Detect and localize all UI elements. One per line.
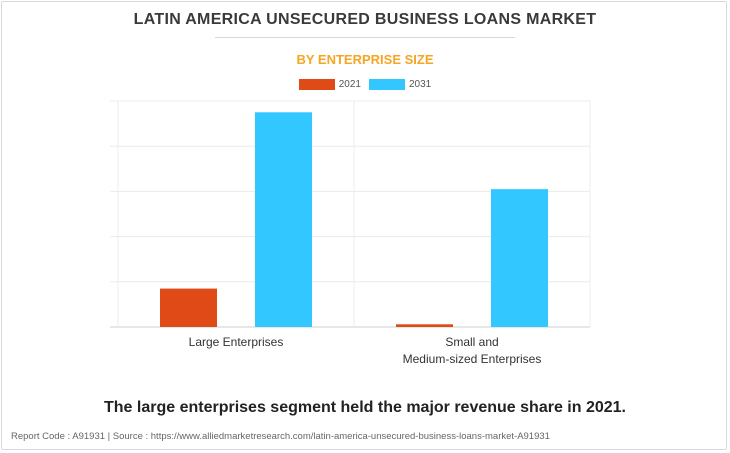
chart-subtitle: BY ENTERPRISE SIZE	[296, 52, 434, 67]
legend-item-2031: 2031	[369, 79, 431, 90]
chart-title: LATIN AMERICA UNSECURED BUSINESS LOANS M…	[133, 11, 597, 28]
title-divider	[215, 37, 515, 38]
chart-caption: The large enterprises segment held the m…	[104, 399, 626, 416]
legend: 2021 2031	[0, 79, 730, 90]
bar-2021-large-enterprises	[160, 288, 217, 327]
legend-swatch-2021	[298, 79, 335, 90]
legend-swatch-2031	[369, 79, 405, 90]
bar-chart	[110, 100, 591, 328]
x-tick-label-large-enterprises: Large Enterprises	[116, 334, 356, 351]
bar-2031-large-enterprises	[255, 112, 312, 327]
bar-2021-sme	[396, 324, 453, 327]
legend-label-2021: 2021	[338, 79, 361, 90]
x-tick-label-line: Large Enterprises	[188, 335, 284, 349]
x-tick-label-line: Small and	[445, 335, 499, 349]
legend-item-2021: 2021	[298, 79, 361, 90]
report-footer: Report Code : A91931 | Source : https://…	[11, 431, 550, 442]
x-tick-label-line: Medium-sized Enterprises	[402, 352, 542, 366]
x-tick-label-sme: Small and Medium-sized Enterprises	[352, 334, 592, 368]
bar-2031-sme	[491, 189, 548, 327]
legend-label-2031: 2031	[409, 79, 432, 90]
